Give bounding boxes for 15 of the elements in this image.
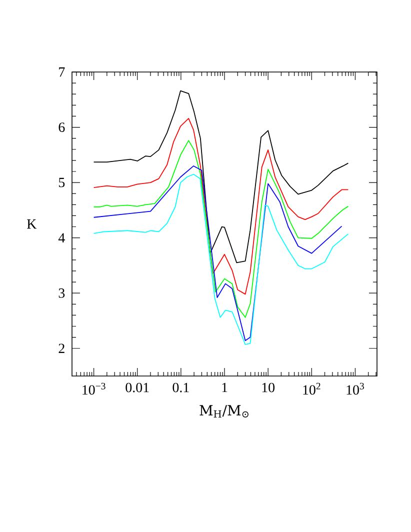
x-axis-title: M$_{H}$/M$_{⊙}$ [200, 405, 248, 418]
x-tick-label: 10$^{−3}$ [82, 382, 106, 395]
y-tick-label: 4 [58, 233, 65, 242]
x-tick-label: 0.01 [126, 382, 149, 392]
x-tick-label: 10$^{2}$ [303, 382, 320, 395]
x-tick-label: 1 [222, 382, 228, 392]
x-tick-label: 10 [262, 382, 275, 392]
y-tick-label: 3 [58, 288, 65, 298]
x-tick-label: 10$^{3}$ [346, 382, 364, 395]
y-axis-title: K [27, 219, 37, 229]
y-tick-label: 5 [58, 178, 65, 188]
x-tick-label: 0.1 [172, 382, 189, 392]
y-tick-label: 6 [58, 122, 65, 132]
y-tick-label: 2 [58, 344, 64, 353]
y-tick-label: 7 [59, 67, 65, 77]
